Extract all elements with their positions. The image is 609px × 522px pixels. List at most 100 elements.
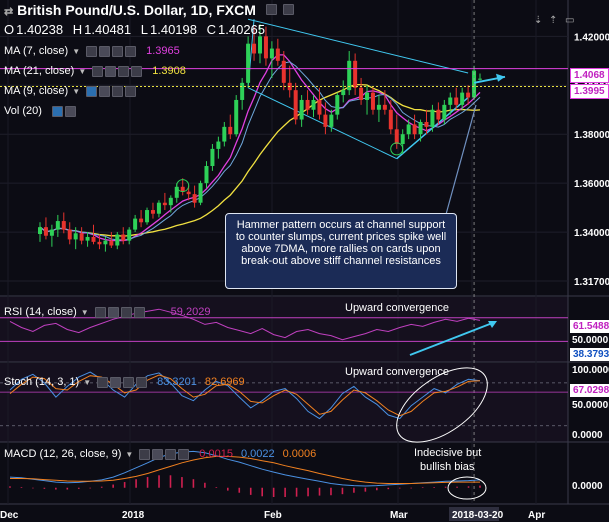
eye-icon[interactable] — [86, 85, 98, 97]
rsi-line — [9, 308, 481, 341]
stoch-d-value: 82.6969 — [204, 376, 245, 388]
macd-histogram-bar — [272, 487, 275, 498]
gear-icon[interactable] — [152, 448, 164, 460]
rsi-convergence-arrow — [409, 321, 496, 356]
ma9-label: MA (9, close) — [4, 85, 69, 97]
macd-histogram-bar — [215, 487, 218, 488]
indicator-vol[interactable]: Vol (20) — [4, 103, 78, 119]
close-icon[interactable] — [165, 448, 177, 460]
candle-body — [317, 99, 322, 115]
more-icon[interactable] — [131, 65, 143, 77]
indicator-ma7[interactable]: MA (7, close) ▼ 1.3965 — [4, 43, 180, 59]
chevron-down-icon[interactable]: ▼ — [125, 449, 134, 459]
x-tick-label: Feb — [264, 510, 282, 521]
settings-box-icon[interactable] — [265, 4, 277, 15]
close-icon[interactable] — [112, 85, 124, 97]
chevron-down-icon[interactable]: ▼ — [80, 307, 89, 317]
candle-body — [258, 36, 262, 54]
macd-v2: 0.0022 — [240, 448, 275, 460]
ma7-line — [39, 54, 481, 242]
candle-body — [388, 109, 393, 130]
scroll-up-icon[interactable]: ⇡ — [549, 15, 558, 26]
more-icon[interactable] — [125, 85, 137, 97]
chevron-down-icon[interactable]: ▼ — [83, 377, 92, 387]
candle-body — [156, 202, 161, 214]
swap-icon[interactable]: ⇄ — [4, 6, 14, 18]
indicator-ma21[interactable]: MA (21, close) ▼ 1.3908 — [4, 63, 186, 79]
gear-icon[interactable] — [107, 306, 119, 318]
indicator-stoch[interactable]: Stoch (14, 3, 1) ▼ 83.3201 82.6969 — [4, 374, 245, 390]
open-value: 1.40238 — [16, 22, 64, 37]
stoch-line-k — [9, 371, 481, 420]
close-icon[interactable] — [120, 306, 132, 318]
rsi-tag-upper: 61.5488 — [570, 320, 609, 333]
stoch-note: Upward convergence — [345, 366, 449, 378]
candle-body — [299, 99, 304, 120]
gear-icon[interactable] — [110, 376, 122, 388]
chevron-down-icon[interactable]: ▼ — [72, 86, 81, 96]
candle-body — [293, 90, 298, 120]
gear-icon[interactable] — [105, 65, 117, 77]
macd-histogram-bar — [204, 482, 206, 488]
macd-histogram-bar — [112, 484, 114, 488]
chevron-down-icon[interactable]: ▼ — [78, 66, 87, 76]
stoch-tag: 67.0298 — [570, 384, 609, 397]
close-icon[interactable] — [123, 376, 135, 388]
eye-icon[interactable] — [51, 105, 63, 117]
more-icon[interactable] — [178, 448, 190, 460]
candle-body — [335, 95, 340, 115]
candle-body — [370, 92, 375, 110]
x-tick-label: 2018-03-20 — [452, 510, 504, 521]
eye-icon[interactable] — [139, 448, 151, 460]
macd-label: MACD (12, 26, close, 9) — [4, 448, 122, 460]
macd-histogram-bar — [238, 487, 241, 493]
gear-icon[interactable] — [64, 105, 76, 117]
annotation-box: Hammer pattern occurs at channel support… — [225, 213, 457, 289]
collapse-icon[interactable]: ▭ — [565, 15, 575, 26]
candle-body — [347, 60, 352, 91]
high-label: H — [72, 22, 83, 37]
ma21-label: MA (21, close) — [4, 65, 75, 77]
breakout-arrow-head — [496, 73, 505, 82]
close-icon[interactable] — [112, 45, 124, 57]
eye-icon[interactable] — [97, 376, 109, 388]
more-icon[interactable] — [133, 306, 145, 318]
candle-body — [216, 141, 221, 149]
symbol-title: British Pound/U.S. Dollar, 1D, FXCM — [17, 2, 256, 18]
more-icon[interactable] — [136, 376, 148, 388]
gear-icon[interactable] — [99, 45, 111, 57]
chevron-down-icon[interactable]: ▼ — [72, 46, 81, 56]
candle-body — [49, 229, 54, 236]
macd-histogram-bar — [135, 479, 137, 488]
indicator-rsi[interactable]: RSI (14, close) ▼ 59.2029 — [4, 304, 210, 320]
more-icon[interactable] — [125, 45, 137, 57]
macd-histogram-bar — [376, 487, 378, 491]
macd-histogram-bar — [192, 479, 195, 488]
annotation-pointer — [444, 104, 477, 219]
candle-body — [79, 233, 84, 241]
eye-icon[interactable] — [92, 65, 104, 77]
eye-icon[interactable] — [94, 306, 106, 318]
candle-body — [97, 241, 102, 245]
hammer-circle-1 — [176, 179, 190, 193]
macd-histogram-bar — [410, 487, 413, 489]
price-tick-label: 1.38000 — [574, 130, 609, 141]
gear-icon[interactable] — [99, 85, 111, 97]
candle-body — [61, 221, 66, 230]
stoch-axis-50: 50.0000 — [572, 400, 609, 411]
macd-histogram-bar — [43, 487, 46, 489]
indicator-macd[interactable]: MACD (12, 26, close, 9) ▼ 0.0015 0.0022 … — [4, 446, 316, 462]
macd-histogram-bar — [421, 487, 424, 488]
candle-body — [145, 210, 150, 223]
candle-body — [133, 218, 138, 230]
settings-box-icon-2[interactable] — [282, 4, 294, 15]
price-tag-lower: 1.3995 — [570, 84, 609, 99]
scroll-down-icon[interactable]: ⇣ — [534, 15, 543, 26]
macd-histogram-bar — [341, 487, 344, 495]
current-date-bg — [449, 507, 499, 521]
close-icon[interactable] — [118, 65, 130, 77]
eye-icon[interactable] — [86, 45, 98, 57]
candle-body — [168, 197, 173, 206]
indicator-ma9[interactable]: MA (9, close) ▼ — [4, 83, 138, 99]
